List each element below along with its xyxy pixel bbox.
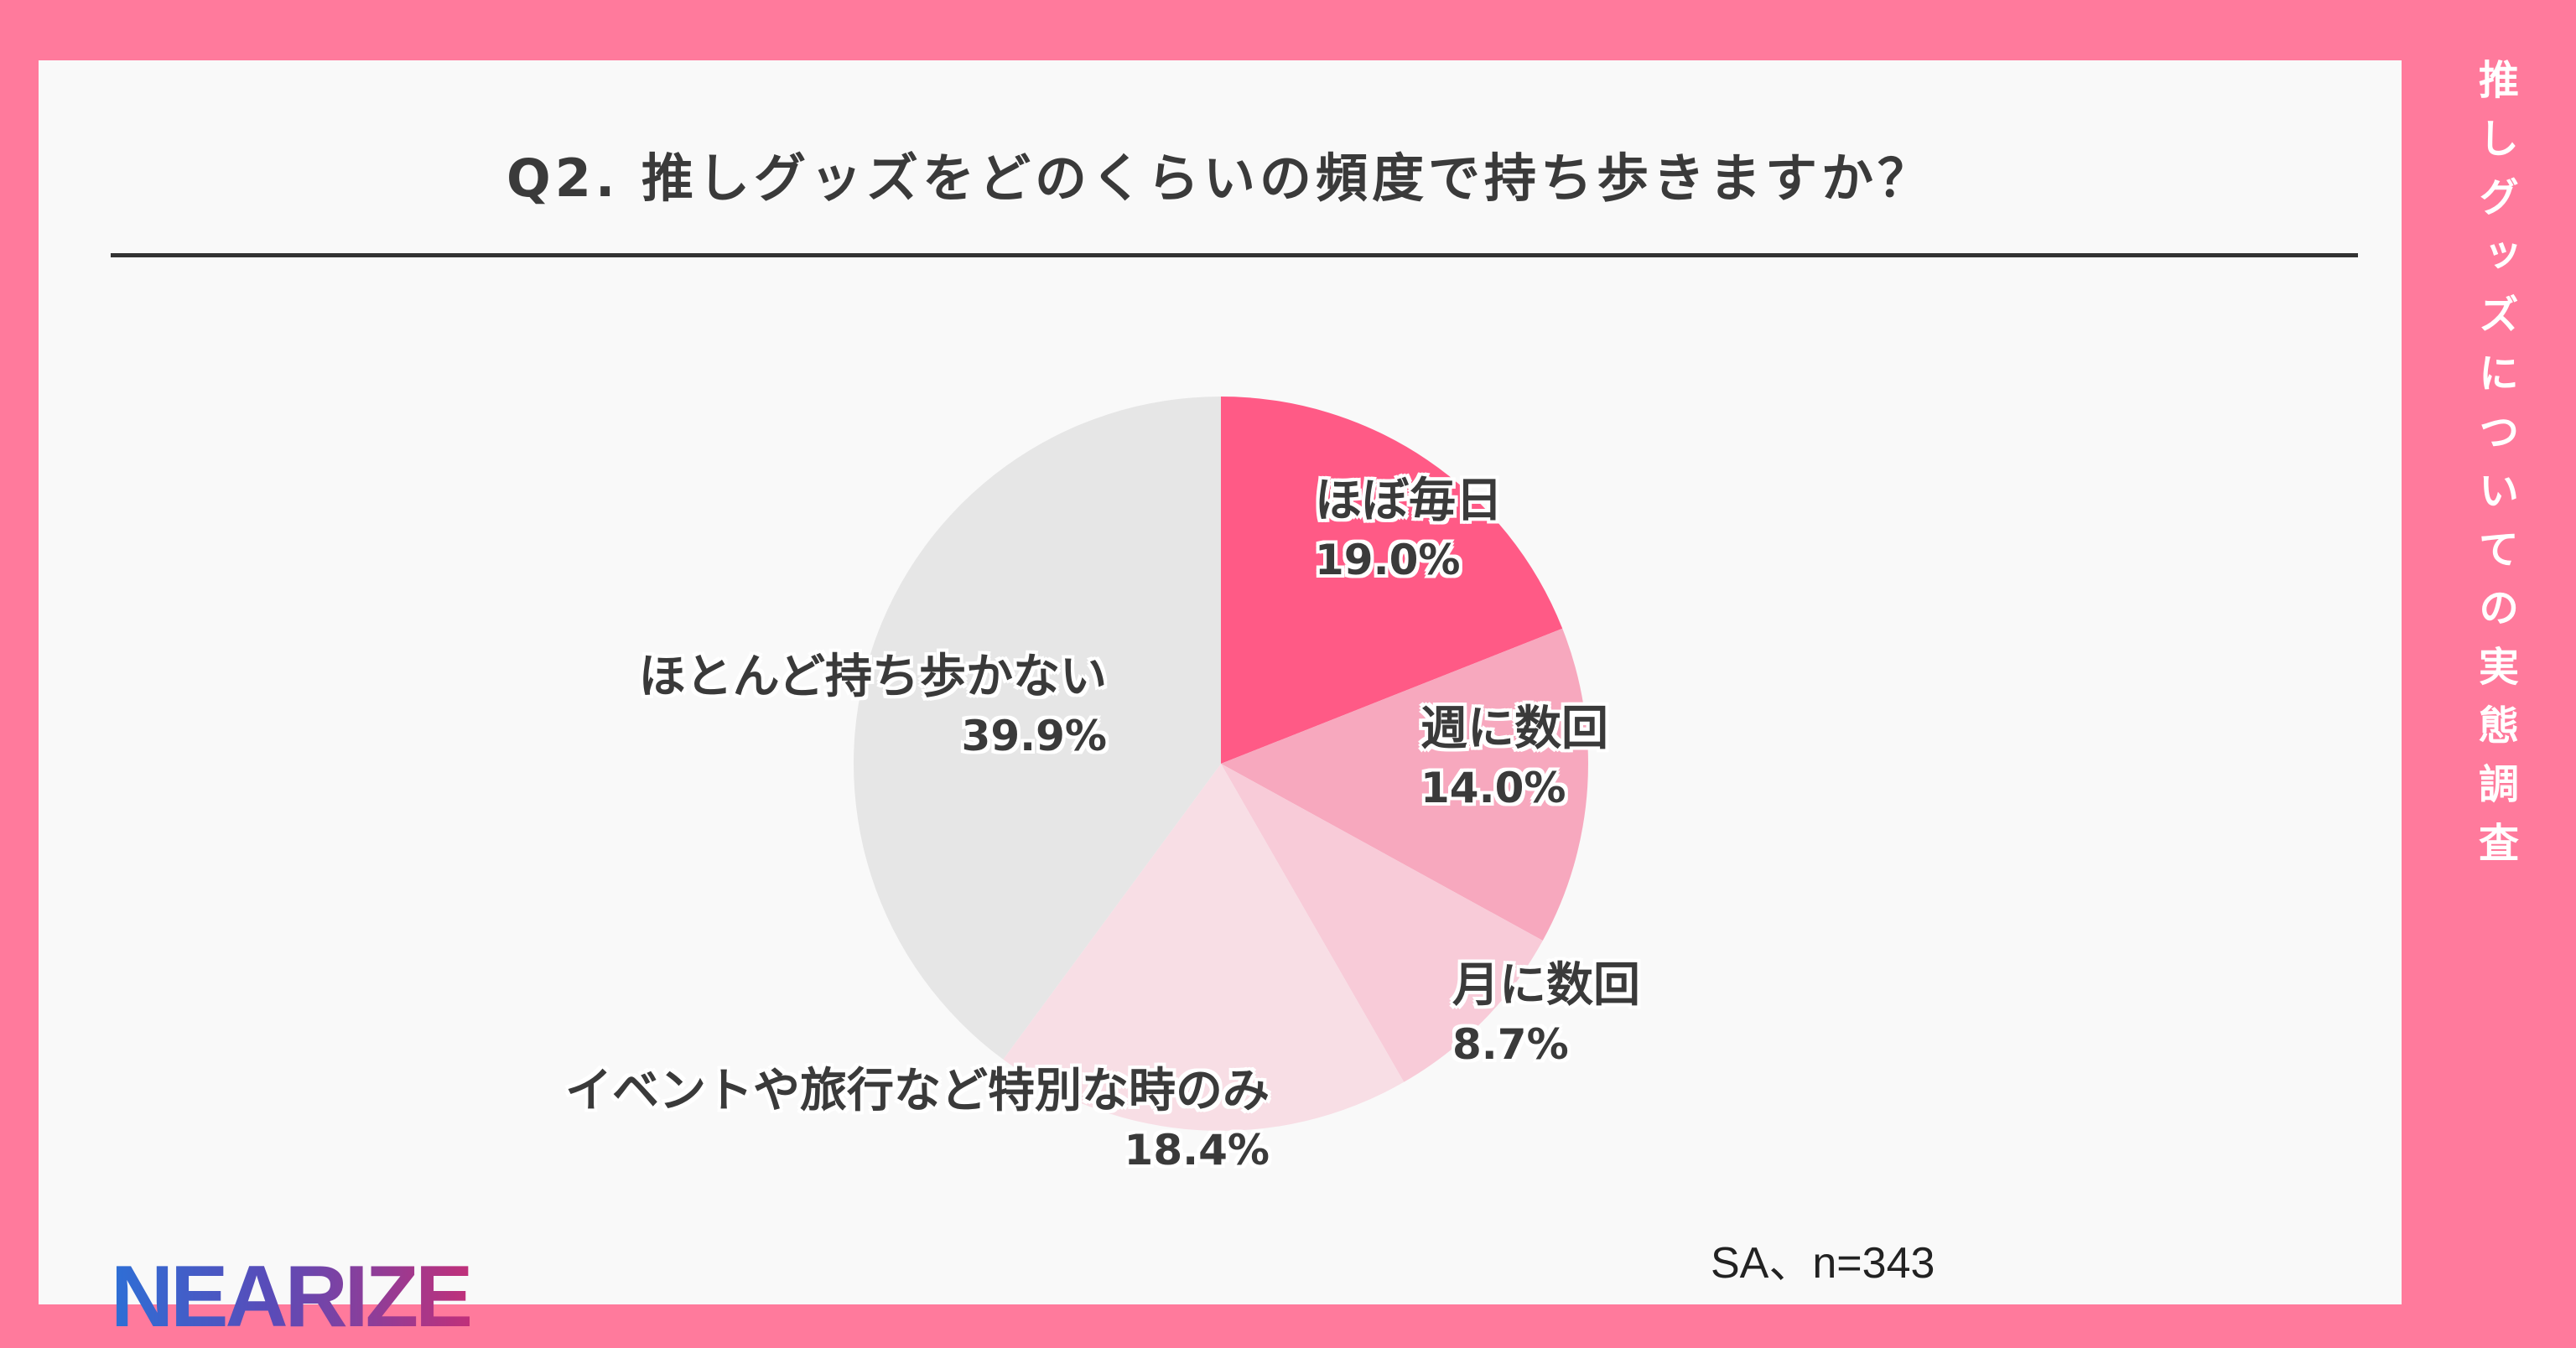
sample-note: SA、n=343 — [1711, 1239, 1935, 1288]
slice-name-daily: ほぼ毎日 — [1315, 474, 1503, 528]
slice-value-weekly: 14.0% — [1420, 764, 1566, 812]
slice-label-special: イベントや旅行など特別な時のみ 18.4% — [565, 1061, 1270, 1179]
slice-label-weekly: 週に数回 14.0% — [1420, 699, 1608, 817]
chart-title: Q2. 推しグッズをどのくらいの頻度で持ち歩きますか？ — [506, 148, 1934, 209]
slice-name-special: イベントや旅行など特別な時のみ — [565, 1064, 1270, 1118]
slice-label-monthly: 月に数回 8.7% — [1452, 956, 1640, 1073]
chart-card: Q2. 推しグッズをどのくらいの頻度で持ち歩きますか？ ほぼ毎日 19.0% 週… — [39, 60, 2402, 1345]
slice-name-monthly: 月に数回 — [1452, 958, 1640, 1013]
slice-value-monthly: 8.7% — [1452, 1020, 1569, 1069]
pie-slice-rarely — [854, 397, 1221, 1060]
pie-slice-daily — [1221, 397, 1563, 764]
slice-value-rarely: 39.9% — [961, 712, 1107, 760]
slice-name-weekly: 週に数回 — [1420, 702, 1608, 756]
brand-logo: NEARIZE — [111, 1248, 473, 1345]
slice-name-rarely: ほとんど持ち歩かない — [638, 650, 1107, 704]
slice-value-daily: 19.0% — [1315, 536, 1461, 584]
slice-label-rarely: ほとんど持ち歩かない 39.9% — [639, 647, 1107, 765]
slice-label-daily: ほぼ毎日 19.0% — [1315, 471, 1503, 588]
side-title: 推しグッズについての実態調査 — [2471, 59, 2518, 880]
pie-slice-special — [1003, 764, 1405, 1131]
pie-chart — [854, 397, 1588, 1131]
pie-slice-weekly — [1221, 628, 1588, 941]
title-divider — [111, 253, 2358, 257]
pie-slice-monthly — [1221, 764, 1543, 1082]
slice-value-special: 18.4% — [1124, 1126, 1270, 1174]
